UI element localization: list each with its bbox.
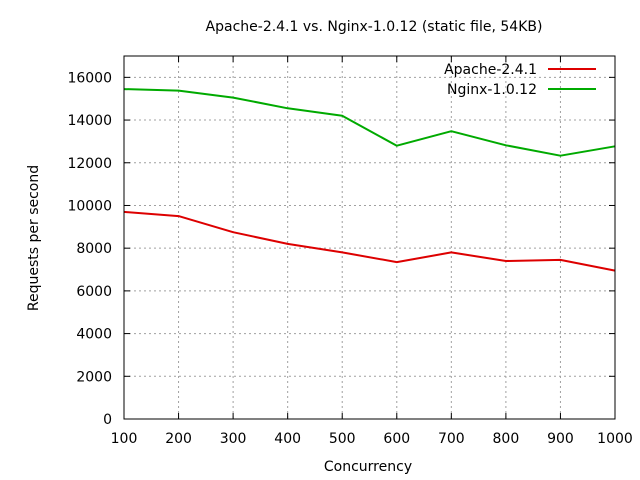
series-lines: [123, 88, 616, 272]
plot-frame: [123, 55, 616, 420]
y-tick-label: 6000: [76, 284, 112, 300]
grid: [124, 56, 615, 419]
x-axis: 100 200 300 400 500 600 700 800 900 1000: [111, 56, 633, 447]
y-tick-label: 0: [103, 412, 112, 428]
y-tick-label: 10000: [67, 198, 112, 214]
y-tick-label: 2000: [76, 369, 112, 385]
x-tick-label: 700: [438, 431, 465, 447]
x-tick-label: 400: [274, 431, 301, 447]
series-line-0: [123, 210, 616, 272]
legend-label: Nginx-1.0.12: [447, 82, 537, 98]
x-tick-label: 200: [165, 431, 192, 447]
y-tick-label: 12000: [67, 156, 112, 172]
x-tick-label: 900: [547, 431, 574, 447]
x-tick-label: 600: [383, 431, 410, 447]
x-axis-label: Concurrency: [324, 459, 412, 475]
x-tick-label: 300: [220, 431, 247, 447]
y-tick-label: 14000: [67, 113, 112, 129]
y-axis: 0 2000 4000 6000 8000 10000 12000 14000 16000: [67, 70, 615, 428]
y-tick-label: 8000: [76, 241, 112, 257]
x-tick-label: 1000: [597, 431, 633, 447]
x-tick-label: 100: [111, 431, 138, 447]
series-line-1: [123, 88, 616, 157]
chart-title: Apache-2.4.1 vs. Nginx-1.0.12 (static fi…: [206, 19, 543, 35]
y-tick-label: 4000: [76, 327, 112, 343]
y-axis-label: Requests per second: [26, 165, 42, 311]
legend-label: Apache-2.4.1: [444, 62, 537, 78]
y-tick-label: 16000: [67, 70, 112, 86]
x-tick-label: 500: [329, 431, 356, 447]
x-tick-label: 800: [493, 431, 520, 447]
legend: Apache-2.4.1 Nginx-1.0.12: [444, 62, 596, 98]
